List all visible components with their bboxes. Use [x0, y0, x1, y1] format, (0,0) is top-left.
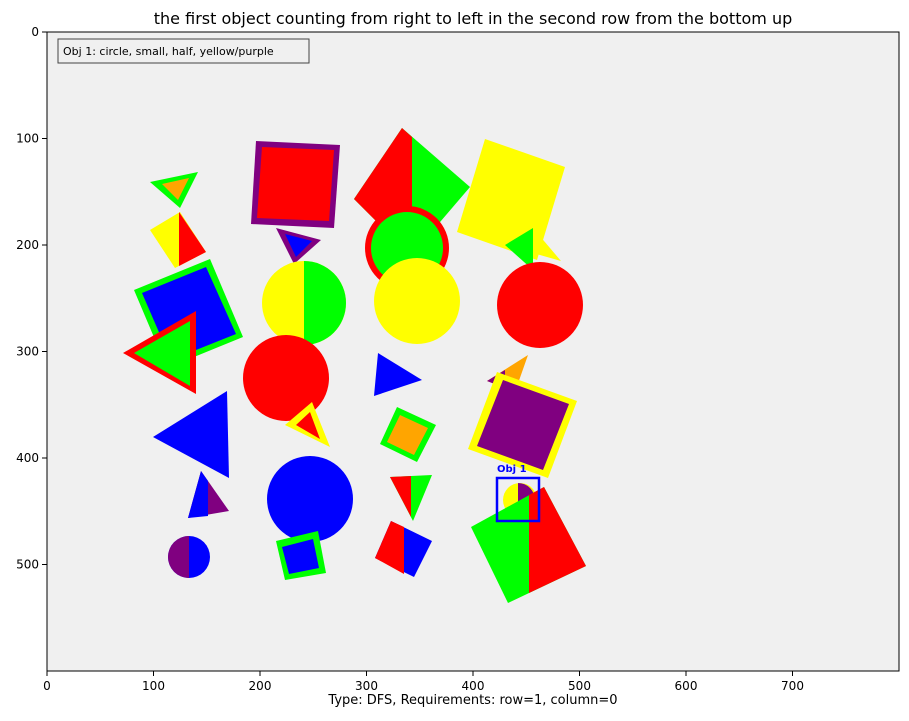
triangle-red — [296, 412, 320, 439]
legend-box — [57, 38, 310, 64]
x-tick-label: 600 — [675, 679, 698, 693]
square-red — [257, 147, 334, 221]
x-tick-label: 300 — [355, 679, 378, 693]
square-orange — [387, 415, 428, 455]
y-tick-label: 100 — [16, 132, 39, 146]
triangle-red-small — [390, 476, 411, 517]
y-tick-label: 200 — [16, 238, 39, 252]
x-tick-label: 200 — [249, 679, 272, 693]
square-blue-small — [282, 539, 319, 574]
y-tick-label: 0 — [31, 25, 39, 39]
x-tick-label: 0 — [43, 679, 51, 693]
legend-text: Obj 1: circle, small, half, yellow/purpl… — [63, 45, 274, 58]
circle-red — [243, 335, 329, 421]
triangle-blue-large — [153, 391, 229, 478]
x-axis: 0 100 200 300 400 500 600 700 — [43, 671, 804, 693]
triangle-green-half — [505, 228, 533, 270]
y-tick-label: 400 — [16, 451, 39, 465]
triangle-orange — [162, 178, 189, 200]
triangle-blue-half — [188, 471, 208, 518]
triangle-blue-small — [374, 353, 422, 396]
x-tick-label: 400 — [462, 679, 485, 693]
circle-blue — [267, 456, 353, 542]
y-tick-label: 300 — [16, 345, 39, 359]
square-small-red-half — [179, 212, 206, 266]
figure-footer: Type: DFS, Requirements: row=1, column=0 — [327, 693, 617, 708]
circle-purple-half — [168, 536, 189, 578]
square-yellow — [457, 139, 565, 260]
y-tick-label: 500 — [16, 558, 39, 572]
square-red-large-half — [529, 487, 586, 593]
circle-yellow — [374, 258, 460, 344]
triangle-blue — [285, 234, 312, 257]
x-tick-label: 500 — [568, 679, 591, 693]
shapes-layer — [123, 128, 586, 603]
square-red-half — [375, 521, 404, 574]
figure-title: the first object counting from right to … — [154, 9, 792, 28]
highlight-label: Obj 1 — [497, 464, 527, 475]
square-purple — [477, 380, 569, 470]
highlight-box — [495, 476, 541, 523]
y-axis: 0 100 200 300 400 500 — [16, 25, 47, 572]
circle-green-half — [304, 261, 346, 345]
circle-red-right — [497, 262, 583, 348]
triangle-green — [134, 321, 190, 386]
x-tick-label: 700 — [781, 679, 804, 693]
x-tick-label: 100 — [142, 679, 165, 693]
